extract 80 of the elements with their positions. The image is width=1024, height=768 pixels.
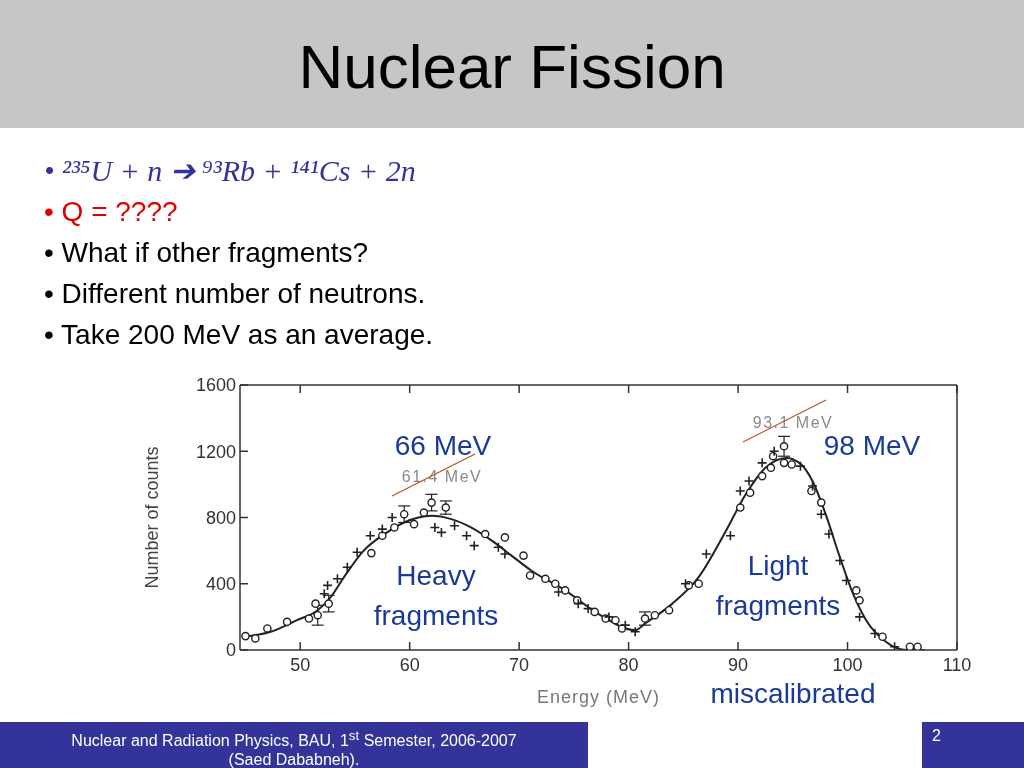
text: • Different number of neutrons.	[44, 277, 427, 311]
text: Nuclear and Radiation Physics, BAU, 1$^{st}$ Semester, 2006-2007 (Saed Dababneh).	[70, 727, 518, 768]
point	[282, 617, 292, 627]
point	[766, 463, 776, 473]
point	[694, 579, 703, 589]
point	[816, 498, 826, 507]
x-axis-title: Energy (MeV)	[536, 687, 661, 707]
y-tick-label: 0	[225, 640, 236, 661]
annotation: 61.4 MeV	[401, 467, 483, 485]
y-axis-title: Number of counts	[142, 446, 163, 589]
point	[650, 610, 660, 620]
annotation: 93.1 MeV	[752, 413, 834, 431]
point	[878, 632, 887, 642]
point	[590, 607, 599, 617]
point	[664, 605, 674, 615]
point	[603, 611, 615, 623]
x-tick-label: 80	[618, 654, 639, 675]
point	[550, 579, 560, 589]
point	[419, 508, 429, 517]
text: • Q = ????	[44, 195, 179, 229]
text: 2	[931, 726, 942, 745]
point	[560, 586, 570, 595]
x-tick-label: 60	[399, 654, 420, 675]
point	[734, 485, 746, 497]
x-tick-label: 90	[728, 654, 749, 675]
point	[263, 624, 272, 633]
point	[807, 486, 816, 496]
point	[787, 460, 797, 469]
point	[756, 457, 768, 469]
point	[851, 586, 861, 595]
point	[409, 519, 419, 529]
point	[241, 631, 250, 641]
text: • What if other fragments?	[44, 236, 370, 270]
point	[611, 615, 620, 625]
text: • ²³⁵U + n ➔ ⁹³Rb + ¹⁴¹Cs + 2n	[44, 153, 417, 189]
y-tick-label: 1600	[195, 375, 236, 396]
annotation: Heavy fragments	[373, 559, 499, 631]
point	[905, 642, 915, 650]
text: • Take 200 MeV as an average.	[44, 318, 434, 352]
annotation: Light fragments	[715, 549, 841, 621]
y-tick-label: 800	[205, 507, 236, 528]
point	[399, 509, 409, 519]
point	[351, 546, 363, 558]
point	[311, 599, 320, 608]
point	[313, 610, 323, 620]
point	[519, 551, 528, 560]
point	[823, 528, 835, 540]
y-tick-label: 400	[205, 574, 236, 595]
point	[779, 441, 789, 451]
point	[390, 523, 399, 532]
point	[367, 548, 376, 558]
text: miscalibrated	[710, 677, 876, 709]
point	[427, 498, 436, 507]
point	[304, 614, 314, 623]
point	[629, 626, 641, 638]
point	[525, 571, 535, 580]
annotation: 98 MeV	[823, 429, 921, 461]
x-tick-label: 50	[290, 654, 311, 675]
point	[500, 533, 510, 542]
point	[541, 574, 550, 584]
point	[855, 596, 864, 605]
point	[378, 531, 387, 541]
point	[757, 471, 767, 481]
point	[768, 445, 780, 457]
point	[324, 599, 333, 608]
annotation: 66 MeV	[394, 429, 492, 461]
x-tick-label: 70	[509, 654, 530, 675]
point	[913, 642, 922, 650]
point	[364, 530, 376, 542]
point	[251, 634, 260, 643]
chart-title: Nuclear Fission	[298, 32, 726, 101]
x-tick-label: 100	[832, 654, 863, 675]
point	[743, 475, 755, 487]
point	[779, 458, 789, 468]
x-tick-label: 110	[942, 654, 972, 675]
point	[745, 488, 755, 497]
y-tick-label: 1200	[195, 441, 236, 462]
point	[480, 529, 490, 539]
point	[735, 503, 745, 512]
point	[341, 561, 353, 573]
